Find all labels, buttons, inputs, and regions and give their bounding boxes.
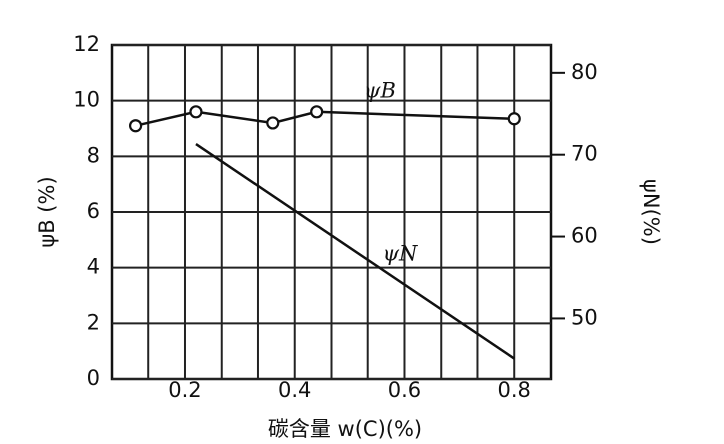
x-tick-label: 0.4 (278, 378, 311, 402)
point (189, 105, 203, 119)
x-axis-label: 碳含量 w(C)(%) (268, 417, 422, 441)
x-tick-label: 0.8 (498, 378, 531, 402)
series-line (195, 143, 515, 360)
y-tick-label: 8 (87, 143, 100, 167)
x-tick-label: 0.6 (388, 378, 421, 402)
y-tick-label: 2 (87, 310, 100, 334)
y2-tick-label: 70 (571, 142, 598, 166)
y-tick-label: 10 (73, 88, 100, 112)
point (128, 119, 143, 133)
point (507, 112, 521, 126)
point (266, 116, 280, 130)
y2-axis-label: ψN(%) (639, 179, 663, 245)
y-tick-label: 4 (87, 255, 100, 279)
series-label: ψN (383, 242, 418, 266)
y-tick-label: 12 (73, 32, 100, 56)
y2-tick-label: 50 (571, 305, 598, 329)
point (310, 105, 324, 119)
y-tick-label: 0 (87, 366, 100, 390)
y2-tick-label: 80 (571, 60, 598, 84)
series-label: ψB (364, 79, 396, 103)
y-tick-label: 6 (87, 199, 100, 223)
y2-tick-label: 60 (571, 224, 598, 248)
y-axis-label: ψB (%) (35, 176, 59, 247)
x-tick-label: 0.2 (168, 378, 201, 402)
